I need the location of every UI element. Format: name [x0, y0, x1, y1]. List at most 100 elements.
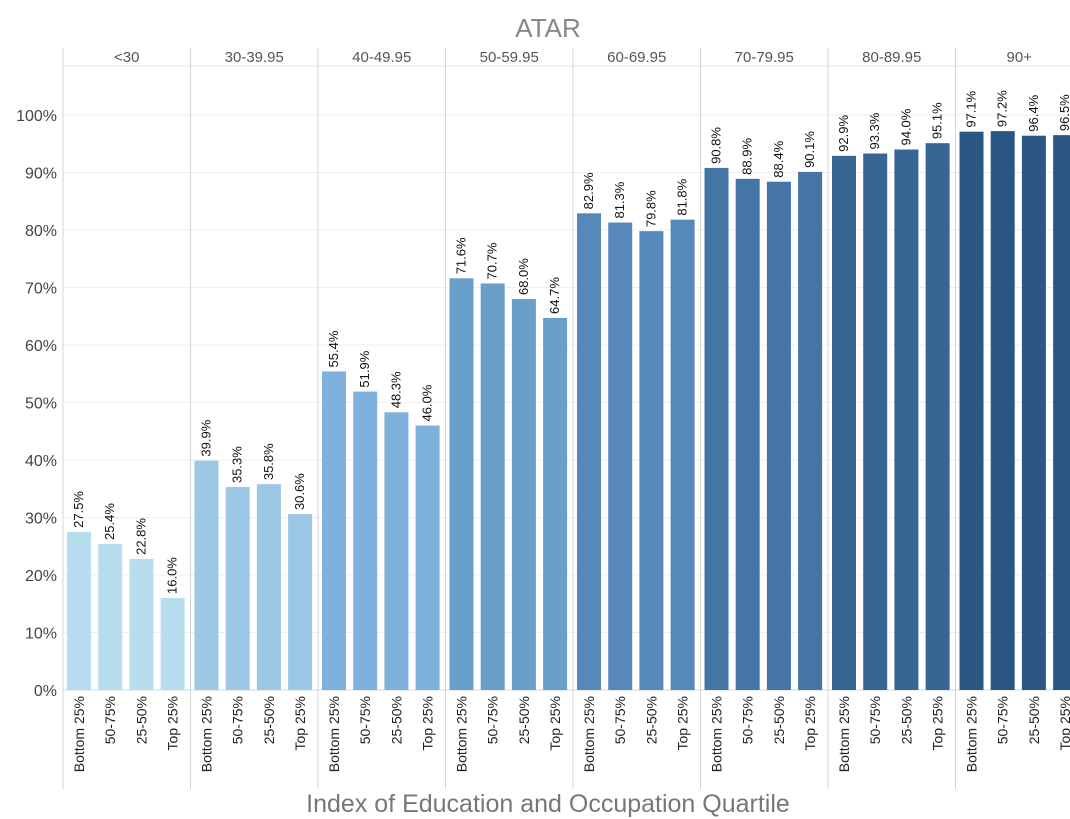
group-dividers — [62, 48, 956, 789]
group-header: 50-59.95 — [480, 49, 539, 66]
y-tick-label: 70% — [25, 281, 57, 298]
bar — [480, 283, 505, 690]
x-tick-label: Top 25% — [165, 696, 181, 750]
data-label: 30.6% — [292, 473, 307, 510]
bar — [129, 558, 154, 690]
bar — [288, 514, 313, 690]
bar — [798, 171, 823, 691]
y-tick-label: 60% — [25, 338, 57, 355]
x-tick-label: 25-50% — [1026, 696, 1042, 744]
data-label: 79.8% — [643, 190, 658, 227]
y-tick-label: 90% — [25, 166, 57, 183]
bar — [384, 412, 409, 690]
bar — [670, 219, 695, 690]
data-label: 68.0% — [516, 258, 531, 295]
x-tick-label: Bottom 25% — [964, 696, 980, 772]
x-tick-label: 25-50% — [643, 696, 659, 744]
group-header: 30-39.95 — [225, 49, 284, 66]
x-tick-label: Top 25% — [930, 696, 946, 750]
x-tick-label: 25-50% — [516, 696, 532, 744]
data-label: 16.0% — [165, 557, 180, 594]
data-label: 93.3% — [867, 112, 882, 149]
data-label: 90.1% — [802, 131, 817, 168]
x-tick-label: 50-75% — [357, 696, 373, 744]
bar — [766, 181, 791, 690]
data-label: 81.3% — [612, 181, 627, 218]
data-label: 81.8% — [675, 178, 690, 215]
x-tick-label: 50-75% — [867, 696, 883, 744]
x-tick-label: 50-75% — [995, 696, 1011, 744]
x-tick-label: Top 25% — [420, 696, 436, 750]
x-tick-label: Bottom 25% — [199, 696, 215, 772]
data-label: 71.6% — [454, 237, 469, 274]
x-tick-label: Bottom 25% — [709, 696, 725, 772]
bar — [704, 167, 729, 690]
y-tick-label: 50% — [25, 396, 57, 413]
bar — [225, 487, 250, 690]
bar — [67, 531, 91, 690]
y-tick-label: 30% — [25, 511, 57, 528]
x-tick-label: 50-75% — [230, 696, 246, 744]
x-tick-label: Bottom 25% — [454, 696, 470, 772]
group-header: <30 — [114, 49, 139, 66]
x-tick-label: Top 25% — [292, 696, 308, 750]
y-tick-label: 0% — [34, 683, 57, 700]
data-label: 55.4% — [326, 330, 341, 367]
bar — [735, 178, 760, 690]
data-label: 22.8% — [133, 518, 148, 555]
group-header: 70-79.95 — [735, 49, 794, 66]
x-tick-label: 25-50% — [133, 696, 149, 744]
bar — [832, 155, 856, 690]
bar — [863, 153, 888, 690]
data-label: 82.9% — [581, 172, 596, 209]
x-tick-label: 50-75% — [485, 696, 501, 744]
bar — [194, 460, 219, 690]
y-tick-label: 20% — [25, 568, 57, 585]
x-tick-label: Top 25% — [802, 696, 818, 750]
x-tick-label: Bottom 25% — [836, 696, 852, 772]
data-label: 48.3% — [388, 371, 403, 408]
group-header: 40-49.95 — [352, 49, 411, 66]
x-tick-label: 25-50% — [771, 696, 787, 744]
x-tick-label: Top 25% — [675, 696, 691, 750]
data-label: 94.0% — [898, 108, 913, 145]
bar — [959, 131, 984, 691]
x-tick-label: 50-75% — [740, 696, 756, 744]
bar — [925, 143, 950, 691]
data-label: 96.4% — [1026, 94, 1041, 131]
y-tick-label: 80% — [25, 223, 57, 240]
x-tick-label: Bottom 25% — [71, 696, 87, 772]
x-tick-label: 50-75% — [612, 696, 628, 744]
bar — [1021, 135, 1046, 690]
data-label: 95.1% — [930, 102, 945, 139]
bar — [577, 213, 601, 690]
bar — [990, 131, 1015, 691]
x-tick-label: Bottom 25% — [581, 696, 597, 772]
bar — [160, 598, 185, 690]
bar — [608, 222, 633, 690]
data-label: 64.7% — [547, 277, 562, 314]
bar — [894, 149, 919, 690]
data-label: 97.2% — [995, 90, 1010, 127]
y-axis-ticks: 0% 10% 20% 30% 40% 50% 60% 70% 80% 90% 100% — [16, 108, 57, 700]
x-axis-title: Index of Education and Occupation Quarti… — [306, 790, 790, 818]
group-headers: <30 30-39.95 40-49.95 50-59.95 60-69.95 70-79… — [114, 49, 1032, 66]
data-label: 88.9% — [740, 138, 755, 175]
x-tick-label: 25-50% — [261, 696, 277, 744]
data-label: 35.3% — [230, 446, 245, 483]
x-tick-label: 25-50% — [388, 696, 404, 744]
y-tick-label: 40% — [25, 453, 57, 470]
bar — [98, 543, 123, 690]
data-label: 46.0% — [420, 384, 435, 421]
bar — [543, 317, 568, 690]
bar — [322, 371, 346, 690]
x-tick-label: 50-75% — [102, 696, 118, 744]
bar — [639, 231, 664, 690]
group-header: 60-69.95 — [607, 49, 666, 66]
data-label: 35.8% — [261, 443, 276, 480]
bar — [1053, 135, 1070, 690]
x-axis-ticks: Bottom 25% 50-75% 25-50% Top 25% Bottom 25% 5… — [71, 696, 1070, 772]
bar — [353, 391, 378, 690]
data-label: 25.4% — [102, 503, 117, 540]
